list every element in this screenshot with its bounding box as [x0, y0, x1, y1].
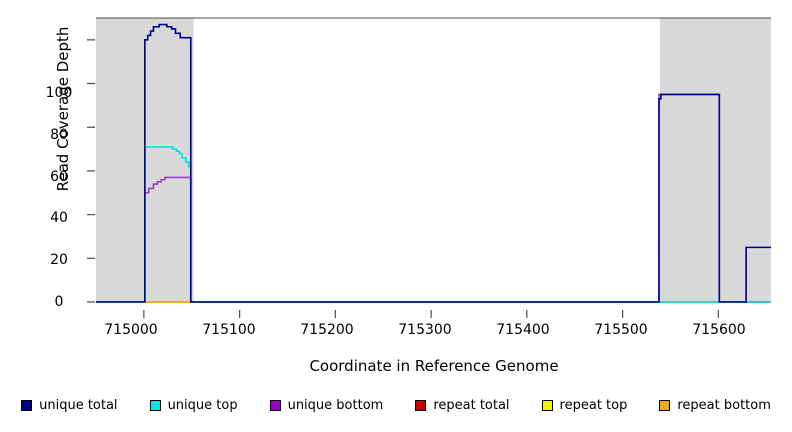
legend-unique-total[interactable]: unique total	[21, 398, 118, 413]
legend-label: repeat total	[433, 398, 510, 413]
x-tick-labels: 715000 715100 715200 715300 715400 71550…	[0, 322, 792, 346]
x-tick-715400: 715400	[496, 322, 550, 338]
y-tick-20: 20	[50, 252, 68, 268]
x-tick-715600: 715600	[692, 322, 746, 338]
y-tick-40: 40	[50, 210, 68, 226]
legend-swatch-icon	[415, 400, 427, 411]
x-tick-715500: 715500	[594, 322, 648, 338]
x-tick-715000: 715000	[104, 322, 158, 338]
y-tick-labels: 0 20 40 60 80 100	[40, 0, 76, 432]
legend-repeat-total[interactable]: repeat total	[415, 398, 510, 413]
legend-label: unique total	[39, 398, 118, 413]
legend-swatch-icon	[269, 400, 281, 411]
legend-unique-top[interactable]: unique top	[149, 398, 238, 413]
legend-repeat-top[interactable]: repeat top	[541, 398, 628, 413]
data-series	[96, 23, 771, 303]
y-tick-0: 0	[54, 294, 64, 310]
legend-label: repeat bottom	[677, 398, 771, 413]
legend-repeat-bottom[interactable]: repeat bottom	[659, 398, 771, 413]
y-tick-60: 60	[50, 169, 68, 185]
series-unique-top	[96, 146, 771, 303]
axis-ticks	[87, 39, 719, 318]
x-axis-title: Coordinate in Reference Genome	[309, 357, 559, 375]
legend-label: unique bottom	[287, 398, 384, 413]
series-unique-total	[96, 23, 771, 303]
x-tick-715100: 715100	[202, 322, 256, 338]
shaded-regions	[96, 18, 771, 302]
legend-swatch-icon	[21, 400, 33, 411]
chart-legend: unique total unique top unique bottom re…	[0, 398, 792, 413]
x-tick-715200: 715200	[300, 322, 354, 338]
legend-label: unique top	[167, 398, 238, 413]
y-tick-80: 80	[50, 127, 68, 143]
y-tick-100: 100	[45, 85, 73, 101]
legend-swatch-icon	[659, 400, 671, 411]
x-tick-715300: 715300	[398, 322, 452, 338]
legend-unique-bottom[interactable]: unique bottom	[269, 398, 384, 413]
legend-swatch-icon	[149, 400, 161, 411]
legend-swatch-icon	[541, 400, 553, 411]
legend-label: repeat top	[559, 398, 628, 413]
